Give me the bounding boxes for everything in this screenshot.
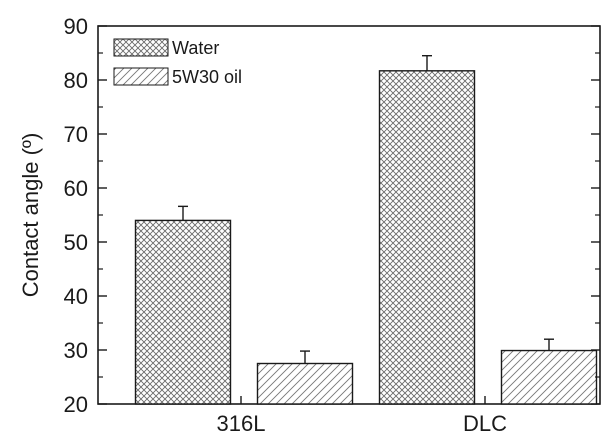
bar-5w30-oil-316l	[256, 362, 354, 405]
y-axis-title: Contact angle (º)	[18, 133, 43, 298]
x-tick-label-316l: 316L	[217, 411, 266, 436]
legend-label-oil: 5W30 oil	[172, 67, 242, 87]
y-tick-label-90: 90	[64, 14, 88, 39]
y-tick-label-20: 20	[64, 392, 88, 417]
y-tick-label-30: 30	[64, 338, 88, 363]
x-axis: 316L DLC	[217, 396, 507, 436]
error-bars-layer	[178, 55, 554, 364]
bar-water-dlc	[378, 70, 476, 405]
y-tick-label-50: 50	[64, 230, 88, 255]
bar-5w30-oil-dlc	[500, 349, 598, 405]
legend-swatch-oil	[113, 67, 169, 86]
y-tick-label-70: 70	[64, 122, 88, 147]
legend-swatch-water	[113, 38, 169, 57]
y-tick-label-60: 60	[64, 176, 88, 201]
bars-layer	[134, 70, 598, 405]
bar-water-316l	[134, 219, 232, 405]
y-axis: 20 30 40 50 60 70 80 90	[64, 14, 600, 417]
legend: Water 5W30 oil	[113, 38, 242, 87]
y-tick-label-40: 40	[64, 284, 88, 309]
x-tick-label-dlc: DLC	[463, 411, 507, 436]
y-tick-label-80: 80	[64, 68, 88, 93]
legend-label-water: Water	[172, 38, 219, 58]
